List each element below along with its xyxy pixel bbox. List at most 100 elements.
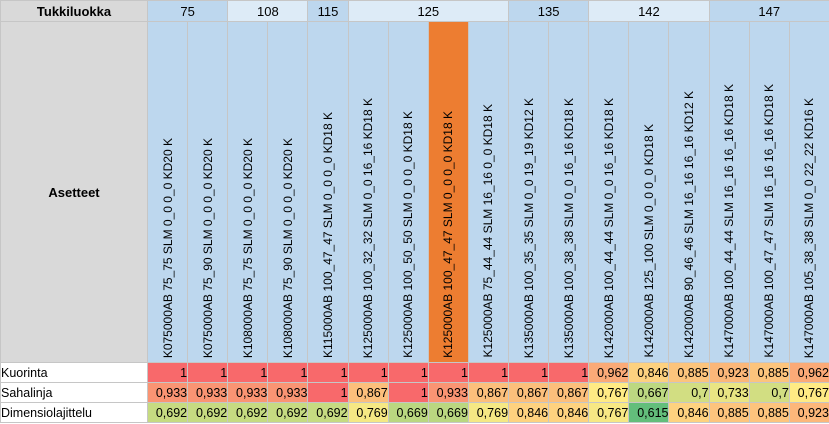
code-text: K108000AB 75_75 SLM 0_0 0_0 KD20 K: [240, 137, 255, 358]
value-cell[interactable]: 0,885: [668, 362, 710, 383]
value-cell[interactable]: 0,669: [387, 402, 429, 423]
code-cell-highlighted[interactable]: K125000AB 100_47_47 SLM 0_0 0_0 KD18 K: [427, 21, 469, 363]
value-cell[interactable]: 0,692: [146, 402, 189, 423]
row-label[interactable]: Dimensiolajittelu: [0, 402, 148, 423]
value-cell[interactable]: 1: [548, 362, 590, 383]
value-cell[interactable]: 0,669: [427, 402, 469, 423]
value-cell[interactable]: 1: [387, 362, 429, 383]
group-header[interactable]: 115: [307, 0, 349, 22]
value-cell[interactable]: 1: [307, 362, 349, 383]
tukkiluokka-label[interactable]: Tukkiluokka: [0, 0, 148, 22]
value-cell[interactable]: 0,962: [588, 362, 630, 383]
value-cell[interactable]: 0,692: [307, 402, 349, 423]
value-cell[interactable]: 0,885: [748, 402, 790, 423]
code-text: K142000AB 125_100 SLM 0_0 0_0 KD18 K: [641, 124, 656, 358]
value-cell[interactable]: 0,933: [146, 382, 189, 403]
code-cell[interactable]: K147000AB 105_38_38 SLM 0_0 22_22 KD16 K: [788, 21, 829, 363]
code-cell[interactable]: K142000AB 90_46_46 SLM 16_16 16_16 KD12 …: [668, 21, 710, 363]
value-cell[interactable]: 1: [267, 362, 309, 383]
group-header[interactable]: 108: [227, 0, 309, 22]
value-cell[interactable]: 0,846: [668, 402, 710, 423]
value-cell[interactable]: 0,692: [227, 402, 269, 423]
value-cell[interactable]: 0,885: [708, 402, 750, 423]
value-cell[interactable]: 1: [427, 362, 469, 383]
code-cell[interactable]: K135000AB 100_35_35 SLM 0_0 19_19 KD12 K: [508, 21, 550, 363]
value-cell[interactable]: 0,733: [708, 382, 750, 403]
row-label[interactable]: Sahalinja: [0, 382, 148, 403]
code-cell[interactable]: K135000AB 100_38_38 SLM 0_0 16_16 KD18 K: [548, 21, 590, 363]
value-cell[interactable]: 0,962: [788, 362, 829, 383]
row-label[interactable]: Kuorinta: [0, 362, 148, 383]
group-header[interactable]: 135: [508, 0, 590, 22]
code-text: K075000AB 75_90 SLM 0_0 0_0 KD20 K: [200, 137, 215, 358]
value-cell[interactable]: 0,692: [187, 402, 229, 423]
value-cell[interactable]: 1: [347, 362, 389, 383]
code-cell[interactable]: K115000AB 100_47_47 SLM 0_0 0_0 KD18 K: [307, 21, 349, 363]
value-cell[interactable]: 0,769: [347, 402, 389, 423]
code-text: K075000AB 75_75 SLM 0_0 0_0 KD20 K: [160, 137, 175, 358]
value-cell[interactable]: 0,846: [628, 362, 670, 383]
value-cell[interactable]: 1: [467, 362, 510, 383]
value-cell[interactable]: 0,7: [668, 382, 710, 403]
value-cell[interactable]: 1: [227, 362, 269, 383]
value-cell[interactable]: 1: [508, 362, 550, 383]
value-cell[interactable]: 0,867: [467, 382, 510, 403]
code-text: K125000AB 75_44_44 SLM 16_16 0_0 KD18 K: [481, 104, 496, 358]
value-cell[interactable]: 0,667: [628, 382, 670, 403]
table-row: Kuorinta 1 1 1 1 1 1 1 1 1 1 1 0,962 0,846 0,885 0,923 0…: [0, 362, 829, 383]
group-header[interactable]: 75: [146, 0, 229, 22]
code-cell[interactable]: K125000AB 100_50_50 SLM 0_0 0_0 KD18 K: [387, 21, 429, 363]
code-text: K125000AB 100_50_50 SLM 0_0 0_0 KD18 K: [401, 111, 416, 358]
value-cell[interactable]: 0,867: [508, 382, 550, 403]
value-cell[interactable]: 0,933: [427, 382, 469, 403]
table-row: Dimensiolajittelu 0,692 0,692 0,692 0,692 0,6…: [0, 402, 829, 423]
asetteet-label[interactable]: Asetteet: [0, 21, 148, 363]
value-cell[interactable]: 0,923: [788, 402, 829, 423]
code-text: K135000AB 100_35_35 SLM 0_0 19_19 KD12 K: [521, 97, 536, 358]
code-cell[interactable]: K142000AB 100_44_44 SLM 0_0 16_16 KD18 K: [588, 21, 630, 363]
code-cell[interactable]: K075000AB 75_75 SLM 0_0 0_0 KD20 K: [146, 21, 189, 363]
value-cell[interactable]: 0,885: [748, 362, 790, 383]
value-cell[interactable]: 0,867: [548, 382, 590, 403]
value-cell[interactable]: 0,767: [588, 402, 630, 423]
code-text: K125000AB 100_47_47 SLM 0_0 0_0 KD18 K: [441, 111, 456, 358]
code-text: K125000AB 100_32_32 SLM 0_0 16_16 KD18 K: [361, 97, 376, 358]
group-header[interactable]: 142: [588, 0, 710, 22]
code-text: K142000AB 100_44_44 SLM 0_0 16_16 KD18 K: [601, 97, 616, 358]
value-cell[interactable]: 1: [387, 382, 429, 403]
code-text: K142000AB 90_46_46 SLM 16_16 16_16 KD12 …: [682, 91, 697, 358]
code-cell[interactable]: K125000AB 75_44_44 SLM 16_16 0_0 KD18 K: [467, 21, 510, 363]
value-cell[interactable]: 0,767: [588, 382, 630, 403]
value-cell[interactable]: 0,933: [227, 382, 269, 403]
value-cell[interactable]: 0,867: [347, 382, 389, 403]
code-cell[interactable]: K142000AB 125_100 SLM 0_0 0_0 KD18 K: [628, 21, 670, 363]
value-cell[interactable]: 0,933: [267, 382, 309, 403]
group-header[interactable]: 125: [347, 0, 510, 22]
value-cell[interactable]: 0,933: [187, 382, 229, 403]
value-cell[interactable]: 0,769: [467, 402, 510, 423]
code-text: K108000AB 75_90 SLM 0_0 0_0 KD20 K: [280, 137, 295, 358]
value-cell[interactable]: 1: [307, 382, 349, 403]
value-cell[interactable]: 0,767: [788, 382, 829, 403]
code-cell[interactable]: K075000AB 75_90 SLM 0_0 0_0 KD20 K: [187, 21, 229, 363]
code-cell[interactable]: K108000AB 75_75 SLM 0_0 0_0 KD20 K: [227, 21, 269, 363]
asetteet-row: Asetteet K075000AB 75_75 SLM 0_0 0_0 KD20…: [0, 21, 829, 363]
value-cell[interactable]: 0,846: [508, 402, 550, 423]
table-row: Sahalinja 0,933 0,933 0,933 0,933 1 0,867 1 0,93…: [0, 382, 829, 403]
code-cell[interactable]: K108000AB 75_90 SLM 0_0 0_0 KD20 K: [267, 21, 309, 363]
value-cell[interactable]: 1: [146, 362, 189, 383]
group-header[interactable]: 147: [708, 0, 829, 22]
header-row: Tukkiluokka 75 108 115 125 135 142 147: [0, 0, 829, 22]
value-cell[interactable]: 0,7: [748, 382, 790, 403]
value-cell[interactable]: 0,615: [628, 402, 670, 423]
code-text: K135000AB 100_38_38 SLM 0_0 16_16 KD18 K: [561, 97, 576, 358]
code-cell[interactable]: K147000AB 100_44_44 SLM 16_16 16_16 KD18…: [708, 21, 750, 363]
value-cell[interactable]: 0,923: [708, 362, 750, 383]
value-cell[interactable]: 1: [187, 362, 229, 383]
code-cell[interactable]: K125000AB 100_32_32 SLM 0_0 16_16 KD18 K: [347, 21, 389, 363]
code-cell[interactable]: K147000AB 100_47_47 SLM 16_16 16_16 KD18…: [748, 21, 790, 363]
value-cell[interactable]: 0,846: [548, 402, 590, 423]
value-cell[interactable]: 0,692: [267, 402, 309, 423]
